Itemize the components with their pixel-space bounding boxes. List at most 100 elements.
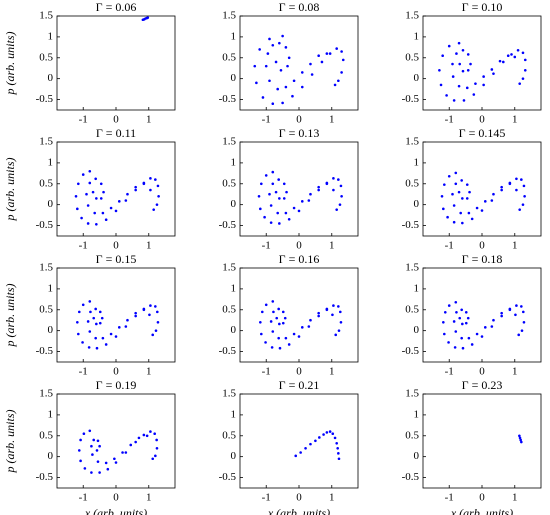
y-tick-label: 1 xyxy=(231,282,237,294)
point xyxy=(508,182,512,186)
point xyxy=(94,177,97,181)
y-tick-label: 0.5 xyxy=(222,429,236,441)
y-tick-label: 1 xyxy=(414,282,420,294)
point xyxy=(340,195,343,198)
point xyxy=(461,322,464,326)
x-tick-label: 0 xyxy=(296,240,302,252)
y-tick-label: 0.5 xyxy=(405,303,419,315)
point xyxy=(309,62,312,66)
point xyxy=(98,310,102,314)
point xyxy=(441,54,444,57)
point xyxy=(337,329,341,332)
point xyxy=(76,207,79,211)
point xyxy=(442,321,445,324)
point xyxy=(146,16,150,19)
point xyxy=(124,199,128,202)
point xyxy=(458,316,462,320)
y-tick-label: 1.5 xyxy=(222,10,236,22)
x-tick-label: 0 xyxy=(296,366,302,378)
point xyxy=(317,311,320,315)
axes-box xyxy=(56,141,176,237)
point xyxy=(483,326,487,329)
point xyxy=(335,441,338,445)
point xyxy=(335,47,338,50)
point xyxy=(515,188,518,192)
point xyxy=(464,321,468,325)
point xyxy=(155,438,158,442)
point xyxy=(101,336,105,340)
point xyxy=(98,444,101,448)
point xyxy=(523,69,527,72)
point xyxy=(445,94,448,97)
point xyxy=(452,99,456,102)
point xyxy=(109,206,113,210)
point xyxy=(155,447,159,450)
point xyxy=(106,467,110,471)
axes-box xyxy=(422,267,542,363)
point xyxy=(284,46,288,49)
point xyxy=(521,51,525,55)
point xyxy=(282,197,286,200)
point xyxy=(281,34,284,38)
point xyxy=(337,305,340,308)
axes-box xyxy=(422,141,542,237)
point xyxy=(299,451,302,454)
point xyxy=(260,182,263,186)
point xyxy=(154,305,157,308)
point xyxy=(292,206,296,210)
y-tick-label: -0.5 xyxy=(402,471,420,483)
point xyxy=(337,79,340,83)
y-tick-label: 0.5 xyxy=(39,51,53,63)
x-tick-label: 1 xyxy=(329,366,335,378)
point xyxy=(114,461,118,464)
point xyxy=(278,346,282,350)
point xyxy=(152,208,155,211)
point xyxy=(309,442,312,446)
point xyxy=(268,79,271,83)
point xyxy=(333,436,337,440)
x-tick-label: -1 xyxy=(262,240,271,252)
point xyxy=(325,52,329,55)
x-tick-label: 0 xyxy=(113,492,119,504)
x-tick-label: -1 xyxy=(262,114,271,126)
point xyxy=(264,64,268,68)
point xyxy=(515,177,518,181)
point xyxy=(269,221,273,224)
x-tick-label: -1 xyxy=(262,492,271,504)
panel-title: Γ = 0.06 xyxy=(96,0,137,14)
point xyxy=(334,333,338,337)
point xyxy=(88,300,92,303)
point xyxy=(134,440,137,444)
point xyxy=(88,330,92,333)
y-tick-label: 0.5 xyxy=(222,303,236,315)
point xyxy=(79,459,82,463)
point xyxy=(339,321,343,324)
point xyxy=(513,55,517,59)
x-tick-label: 0 xyxy=(479,366,485,378)
point xyxy=(483,200,487,203)
point xyxy=(510,53,513,56)
point xyxy=(466,316,470,320)
point xyxy=(442,207,445,211)
x-tick-label: 1 xyxy=(146,114,152,126)
point xyxy=(100,316,104,320)
point xyxy=(88,169,92,173)
y-tick-label: 0.5 xyxy=(222,51,236,63)
point xyxy=(284,211,288,215)
point xyxy=(451,62,454,66)
point xyxy=(297,209,301,213)
point xyxy=(314,439,317,443)
point xyxy=(154,454,157,458)
point xyxy=(279,69,283,72)
y-tick-label: 1.5 xyxy=(222,136,236,148)
point xyxy=(465,86,469,90)
point xyxy=(275,316,279,320)
x-tick-label: 1 xyxy=(512,114,518,126)
point xyxy=(517,333,521,337)
y-tick-label: 0 xyxy=(231,450,237,462)
y-tick-label: -0.5 xyxy=(36,219,54,231)
axes-box xyxy=(56,15,176,111)
point xyxy=(264,341,267,344)
point xyxy=(472,93,476,96)
